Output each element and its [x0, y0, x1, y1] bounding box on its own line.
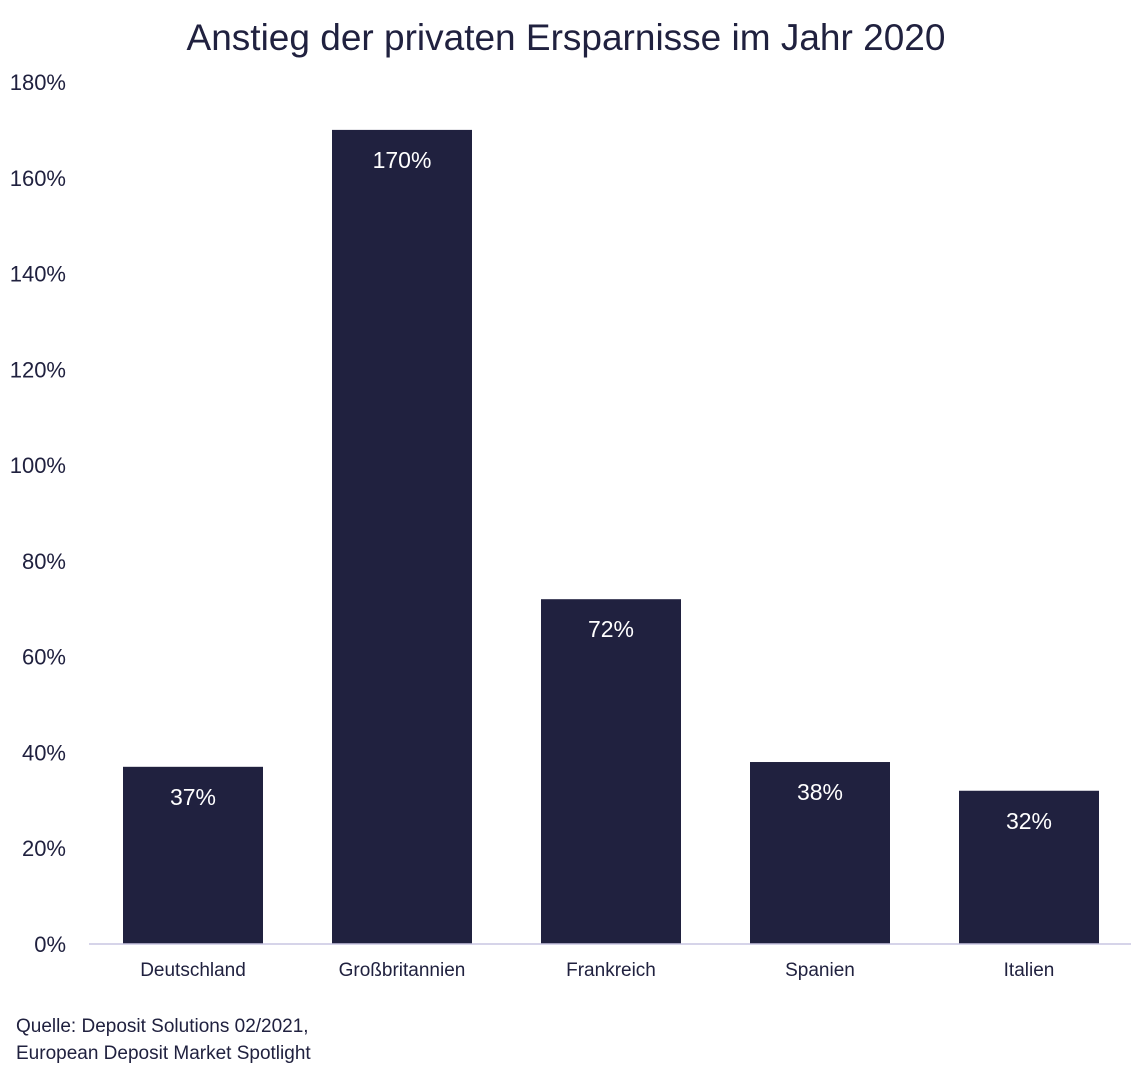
y-tick-label: 0% [34, 932, 66, 957]
x-tick-label: Italien [1004, 960, 1055, 981]
data-label: 170% [373, 147, 432, 173]
x-tick-label: Deutschland [140, 960, 246, 981]
y-tick-label: 80% [22, 549, 66, 574]
chart-title: Anstieg der privaten Ersparnisse im Jahr… [187, 17, 946, 58]
y-tick-label: 120% [10, 357, 66, 382]
y-tick-label: 180% [10, 70, 66, 95]
y-tick-label: 60% [22, 645, 66, 670]
bar [123, 766, 263, 944]
data-label: 32% [1006, 808, 1052, 834]
y-tick-label: 40% [22, 740, 66, 765]
x-tick-label: Spanien [785, 960, 855, 981]
data-label: 72% [588, 616, 634, 642]
source-line-2: European Deposit Market Spotlight [16, 1043, 311, 1064]
y-tick-label: 100% [10, 453, 66, 478]
y-tick-label: 160% [10, 166, 66, 191]
y-tick-label: 20% [22, 836, 66, 861]
bar [750, 762, 890, 944]
x-tick-label: Großbritannien [339, 960, 466, 981]
bar [332, 129, 472, 944]
data-label: 37% [170, 784, 216, 810]
bar [959, 790, 1099, 944]
data-label: 38% [797, 779, 843, 805]
y-tick-label: 140% [10, 262, 66, 287]
bar [541, 599, 681, 944]
source-line-1: Quelle: Deposit Solutions 02/2021, [16, 1016, 309, 1037]
x-tick-label: Frankreich [566, 960, 656, 981]
